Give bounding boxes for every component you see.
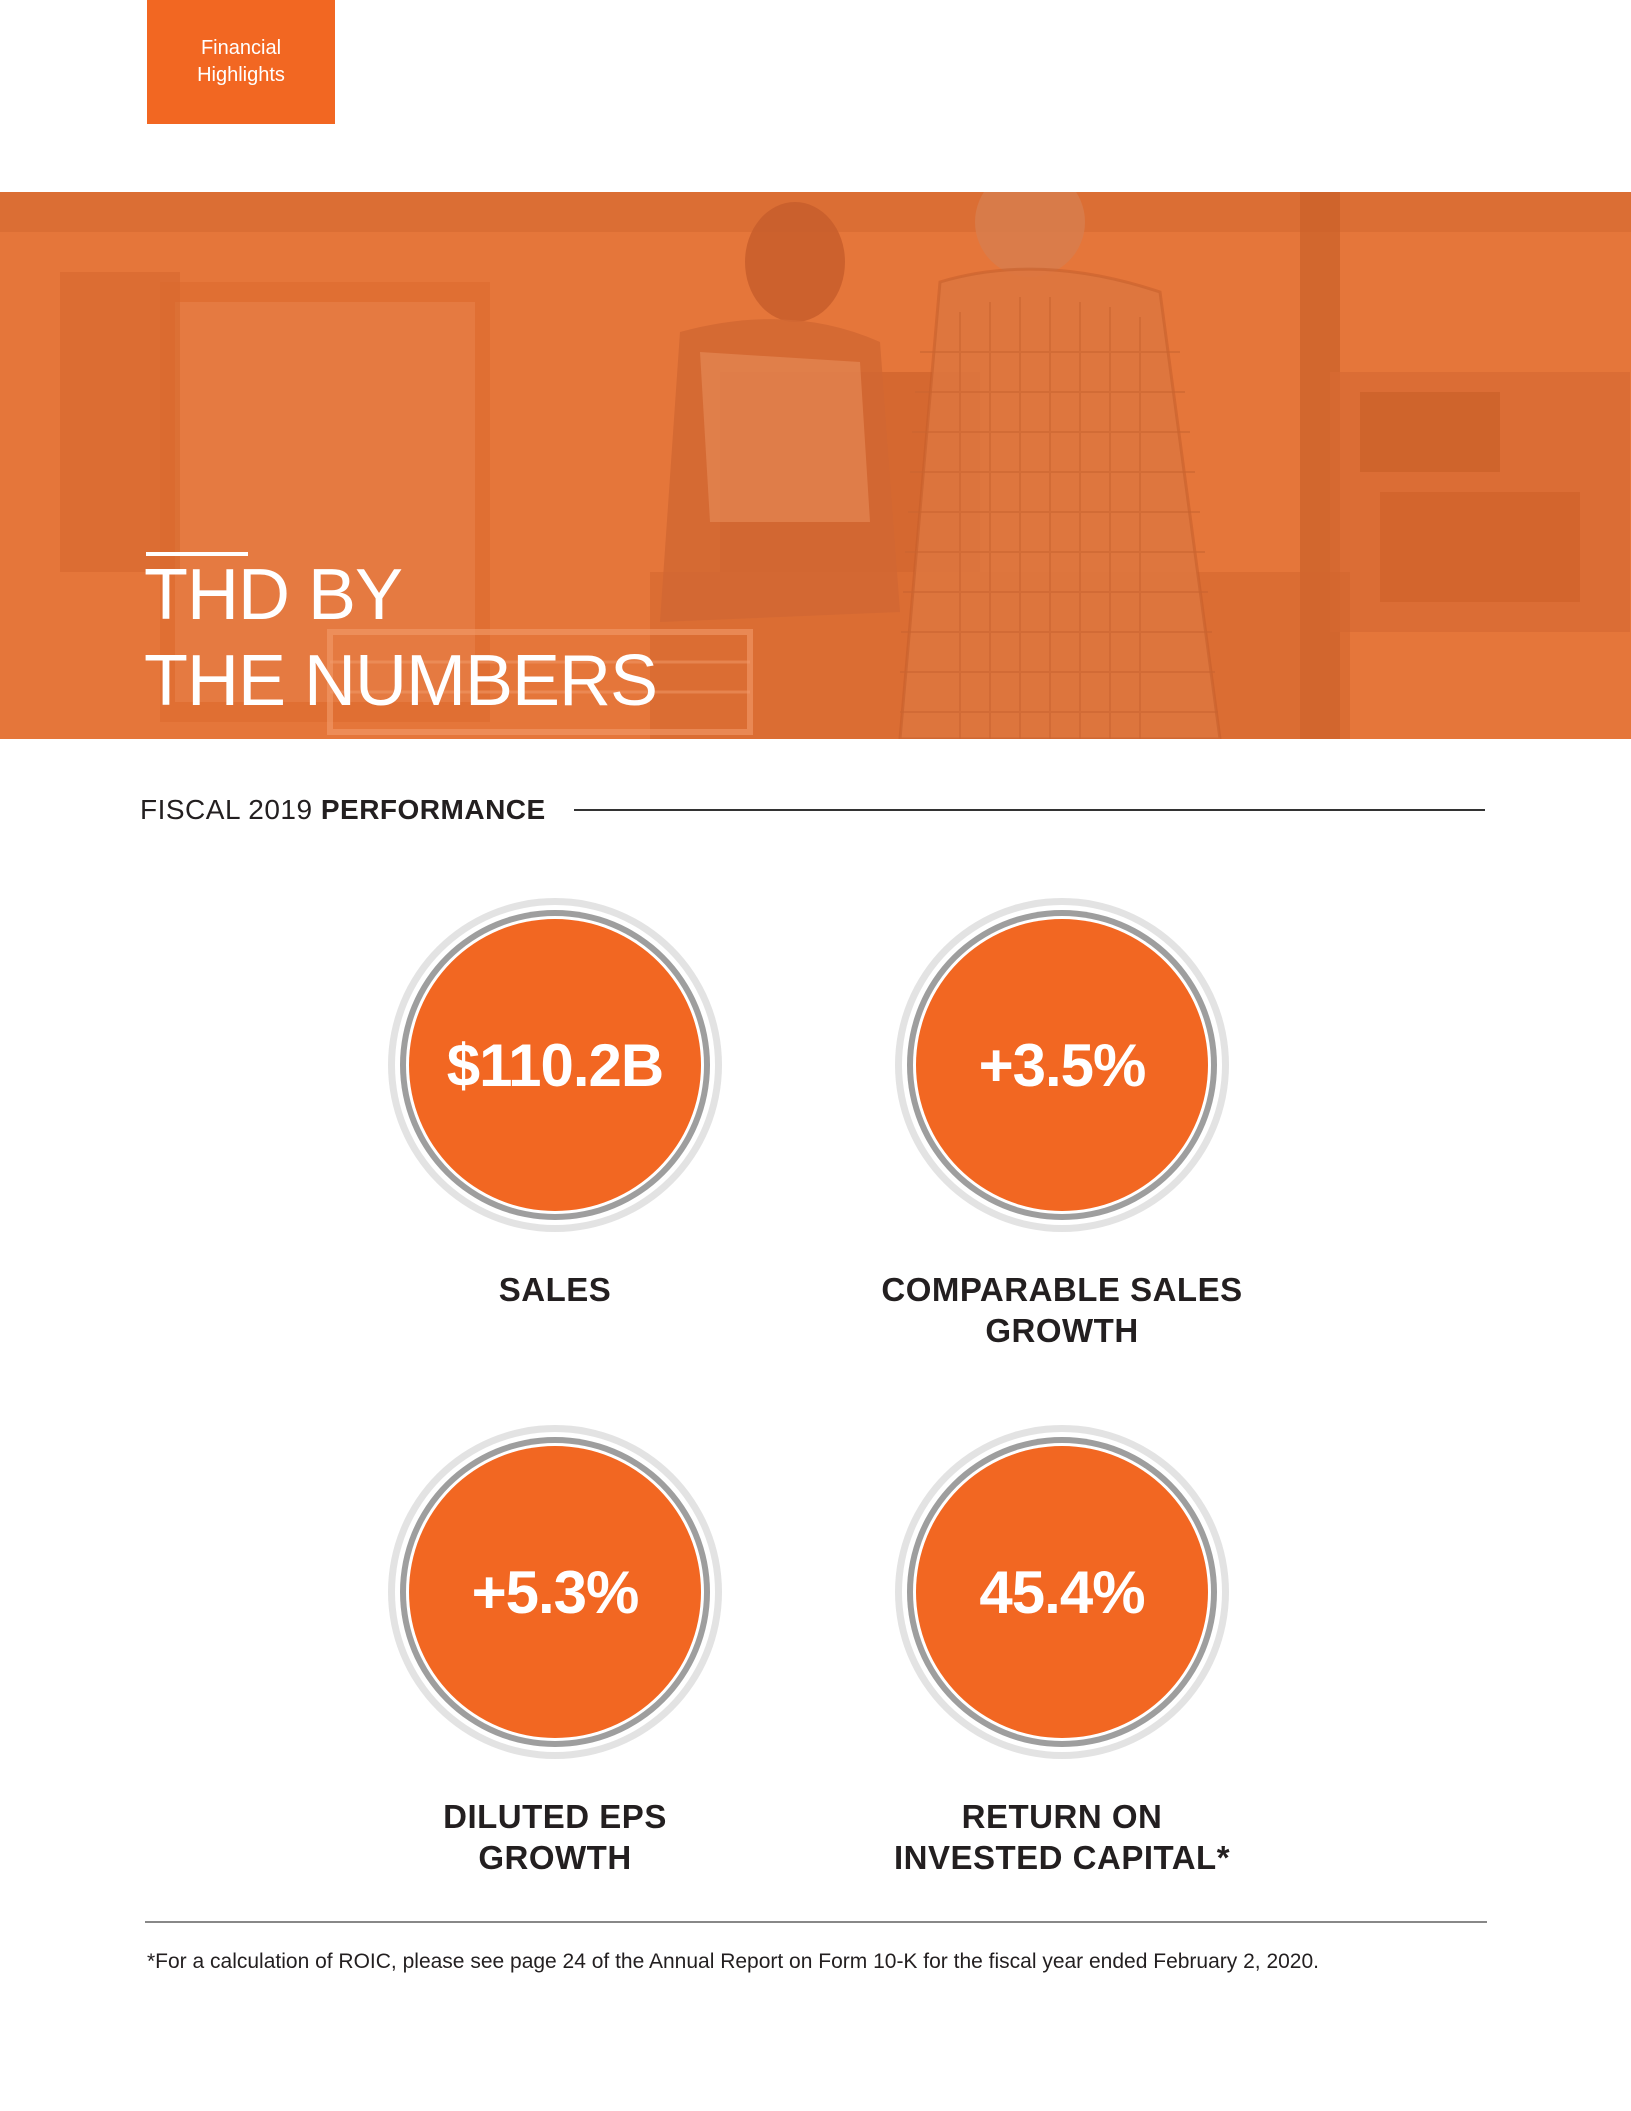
section-tab-line1: Financial [200,37,282,59]
metric-value: +3.5% [978,1031,1147,1099]
section-heading-light: FISCAL 2019 [140,794,321,825]
hero-title-line2: THE NUMBERS [144,641,658,721]
metric-return-on-invested-capital: 45.4% RETURN ON INVESTED CAPITAL* [812,1422,1312,1878]
section-tab: Financial Highlights [147,0,335,124]
metric-circle: +5.3% [385,1422,725,1762]
metric-label-line2: GROWTH [478,1839,632,1876]
hero-banner: THD BY THE NUMBERS [0,192,1631,739]
metric-ring-graphic [895,898,1229,1232]
metric-label: RETURN ON INVESTED CAPITAL* [812,1796,1312,1878]
metric-label-line1: SALES [498,1271,612,1308]
metric-circle: 45.4% [892,1422,1232,1762]
metric-label-line1: COMPARABLE SALES [881,1271,1243,1308]
metric-diluted-eps-growth: +5.3% DILUTED EPS GROWTH [305,1422,805,1878]
metric-ring-graphic [895,1425,1229,1759]
store-checkout-photo [0,192,1631,739]
metric-sales: $110.2B SALES [305,895,805,1310]
metric-value: $110.2B [446,1031,665,1099]
metric-label-line1: RETURN ON [961,1798,1163,1835]
hero-title-underline [146,552,248,556]
section-heading-bold: PERFORMANCE [320,794,546,825]
metric-ring-graphic [388,898,722,1232]
metric-label-line2: INVESTED CAPITAL* [893,1839,1231,1876]
footnote-divider [145,1921,1487,1923]
metric-circle: +3.5% [892,895,1232,1235]
metric-label: SALES [305,1269,805,1310]
metric-label: DILUTED EPS GROWTH [305,1796,805,1878]
section-heading-label: FISCAL 2019 PERFORMANCE [140,794,546,826]
metric-value: +5.3% [471,1558,640,1626]
hero-title: THD BY THE NUMBERS [144,552,658,724]
footnote: *For a calculation of ROIC, please see p… [147,1950,1320,1973]
metric-label: COMPARABLE SALES GROWTH [812,1269,1312,1351]
metric-value: 45.4% [979,1558,1145,1626]
metric-comparable-sales-growth: +3.5% COMPARABLE SALES GROWTH [812,895,1312,1351]
metric-circle: $110.2B [385,895,725,1235]
metric-label-line2: GROWTH [985,1312,1139,1349]
metric-label-line1: DILUTED EPS [443,1798,667,1835]
hero-title-line1: THD BY [144,555,403,635]
section-tab-line2: Highlights [197,64,285,86]
metric-ring-graphic [388,1425,722,1759]
section-heading: FISCAL 2019 PERFORMANCE [140,792,1485,828]
section-heading-rule [573,809,1485,811]
